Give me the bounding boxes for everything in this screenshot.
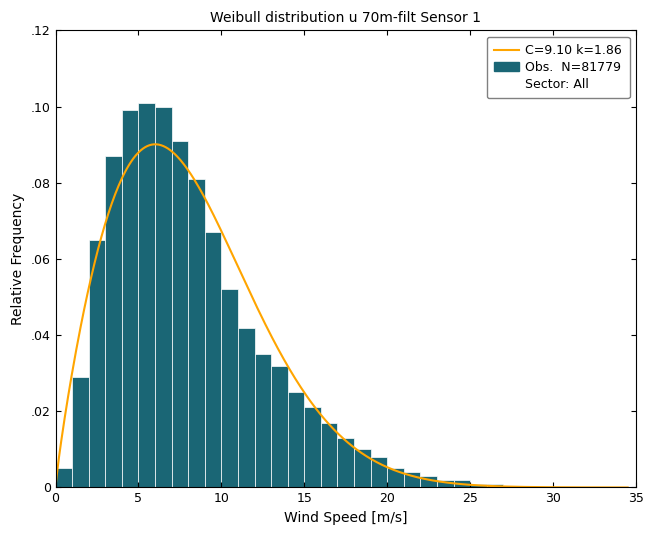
Bar <box>271 366 288 487</box>
Bar <box>188 179 205 487</box>
Bar <box>305 407 321 487</box>
Bar <box>387 468 403 487</box>
Bar <box>470 483 487 487</box>
Bar <box>503 486 520 487</box>
Bar <box>255 354 271 487</box>
Bar <box>238 327 255 487</box>
Bar <box>371 457 387 487</box>
Bar <box>122 110 138 487</box>
Bar <box>205 232 221 487</box>
Bar <box>138 103 155 487</box>
Bar <box>453 480 470 487</box>
Bar <box>105 156 122 487</box>
Bar <box>421 476 437 487</box>
Bar <box>403 472 421 487</box>
Bar <box>487 483 503 487</box>
Bar <box>56 468 72 487</box>
Bar <box>72 377 88 487</box>
X-axis label: Wind Speed [m/s]: Wind Speed [m/s] <box>284 511 407 525</box>
Bar <box>520 486 536 487</box>
Bar <box>88 240 105 487</box>
Bar <box>172 141 188 487</box>
Bar <box>437 480 453 487</box>
Bar <box>354 449 371 487</box>
Bar <box>321 423 337 487</box>
Y-axis label: Relative Frequency: Relative Frequency <box>11 193 25 325</box>
Bar <box>288 392 305 487</box>
Bar <box>337 438 354 487</box>
Title: Weibull distribution u 70m-filt Sensor 1: Weibull distribution u 70m-filt Sensor 1 <box>210 11 481 25</box>
Legend: C=9.10 k=1.86, Obs.  N=81779, Sector: All: C=9.10 k=1.86, Obs. N=81779, Sector: All <box>487 36 629 98</box>
Bar <box>155 107 172 487</box>
Bar <box>221 289 238 487</box>
